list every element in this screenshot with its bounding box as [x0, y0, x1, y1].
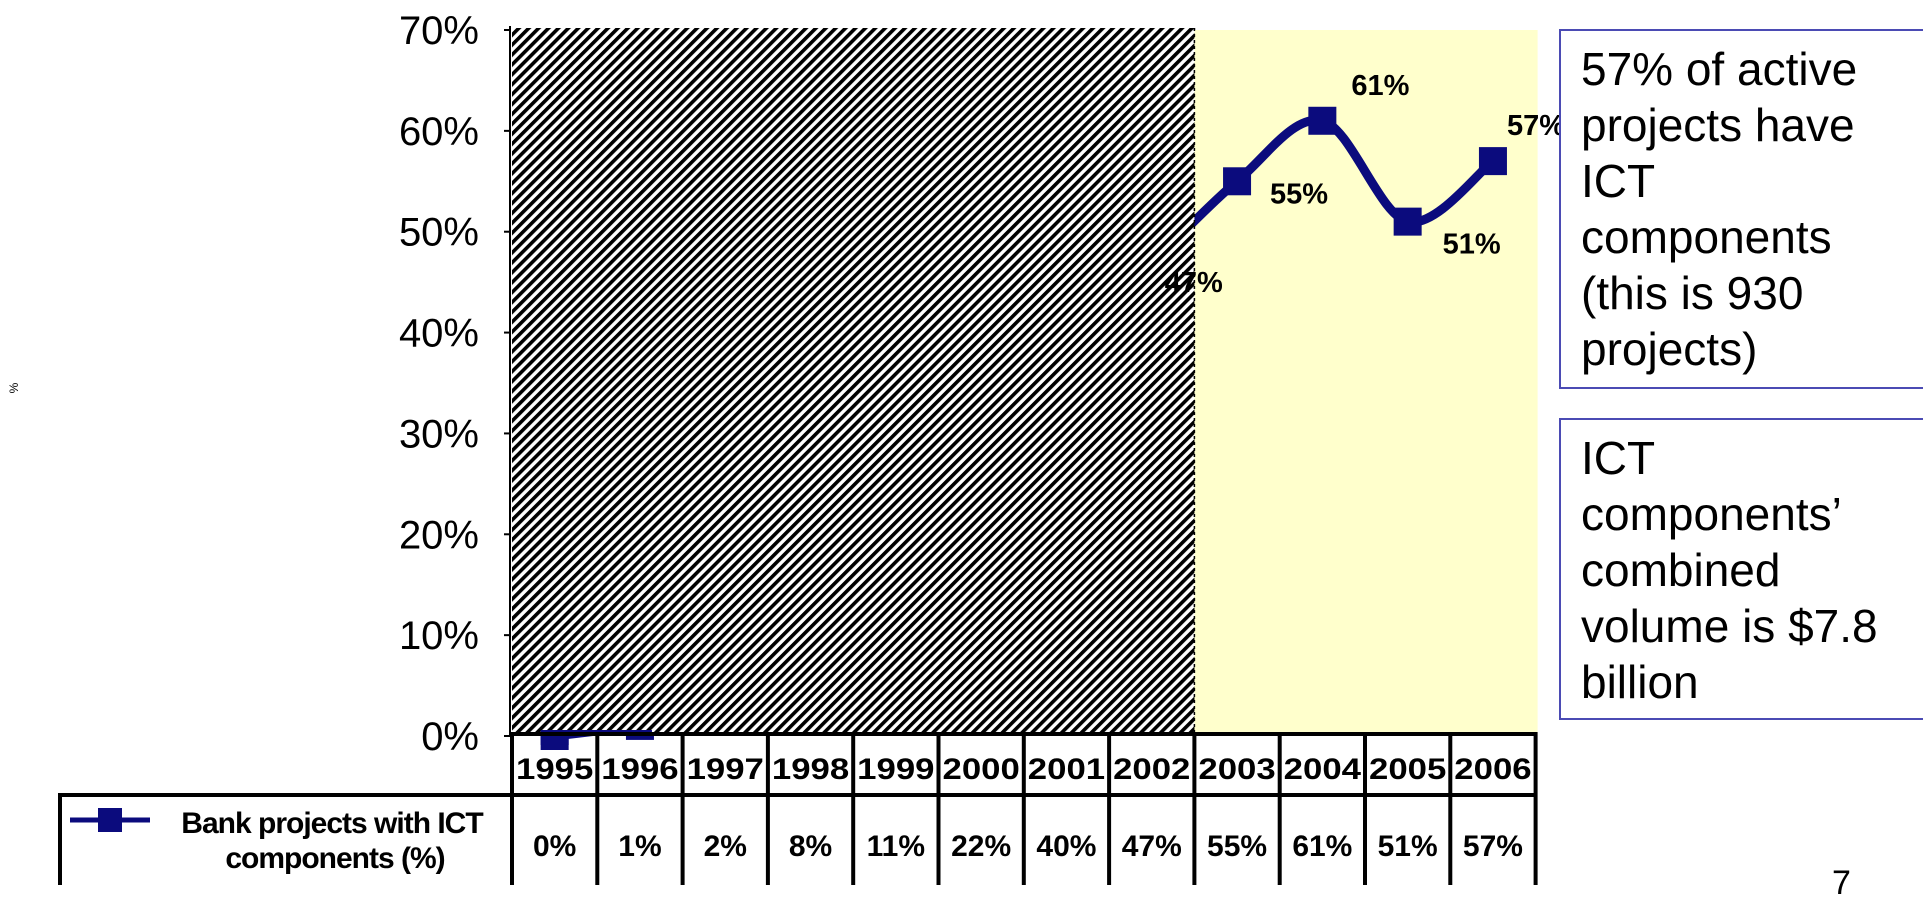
table-cell-2000: 22%	[951, 830, 1011, 863]
data-label-2002: 47%	[1165, 267, 1223, 299]
y-tick-label: 40%	[399, 312, 479, 356]
data-point-2006	[1478, 147, 1507, 176]
table-header-1996: 1996	[601, 753, 678, 786]
table-header-1999: 1999	[857, 753, 934, 786]
data-point-2003	[1223, 167, 1252, 196]
table-cell-2005: 51%	[1378, 830, 1438, 863]
y-tick-label: 10%	[399, 614, 479, 658]
note-combined-volume: ICT components’ combined volume is $7.8 …	[1559, 418, 1923, 720]
table-cell-2001: 40%	[1036, 830, 1096, 863]
y-tick-label: 50%	[399, 211, 479, 255]
data-label-2006: 57%	[1507, 110, 1565, 142]
table-header-2003: 2003	[1198, 753, 1275, 786]
table-cell-1996: 1%	[618, 830, 661, 863]
y-tick-label: 20%	[399, 513, 479, 557]
table-header-1995: 1995	[516, 753, 593, 786]
data-point-2004	[1308, 106, 1337, 135]
data-label-2003: 55%	[1270, 178, 1328, 210]
highlight-region	[1194, 30, 1538, 736]
table-cell-2003: 55%	[1207, 830, 1267, 863]
table-header-2002: 2002	[1113, 753, 1190, 786]
legend-series-name: Bank projects with ICT components (%)	[181, 807, 483, 875]
table-cell-1997: 2%	[704, 830, 747, 863]
table-header-2004: 2004	[1284, 753, 1362, 786]
table-cell-2006: 57%	[1463, 830, 1523, 863]
note-active-projects: 57% of active projects have ICT componen…	[1559, 29, 1923, 389]
table-header-2006: 2006	[1454, 753, 1531, 786]
table-cell-1995: 0%	[533, 830, 576, 863]
table-header-2001: 2001	[1028, 753, 1105, 786]
y-axis-label: %	[7, 382, 21, 393]
data-label-2005: 51%	[1443, 229, 1501, 261]
table-cell-1999: 11%	[867, 830, 925, 863]
y-tick-label: 70%	[399, 9, 479, 53]
y-tick-label: 0%	[421, 715, 479, 759]
table-header-2005: 2005	[1369, 753, 1446, 786]
hatched-region-overlay	[512, 28, 1195, 736]
table-cell-2004: 61%	[1292, 830, 1352, 863]
data-point-2005	[1393, 207, 1422, 236]
table-cell-1998: 8%	[789, 830, 832, 863]
y-tick-label: 30%	[399, 412, 479, 456]
y-tick-label: 60%	[399, 110, 479, 154]
legend-key-marker	[98, 808, 122, 832]
table-header-1997: 1997	[687, 753, 764, 786]
table-header-1998: 1998	[772, 753, 849, 786]
page-number: 7	[1832, 864, 1851, 902]
table-cell-2002: 47%	[1122, 830, 1182, 863]
data-label-2004: 61%	[1351, 70, 1409, 102]
table-header-2000: 2000	[943, 753, 1020, 786]
